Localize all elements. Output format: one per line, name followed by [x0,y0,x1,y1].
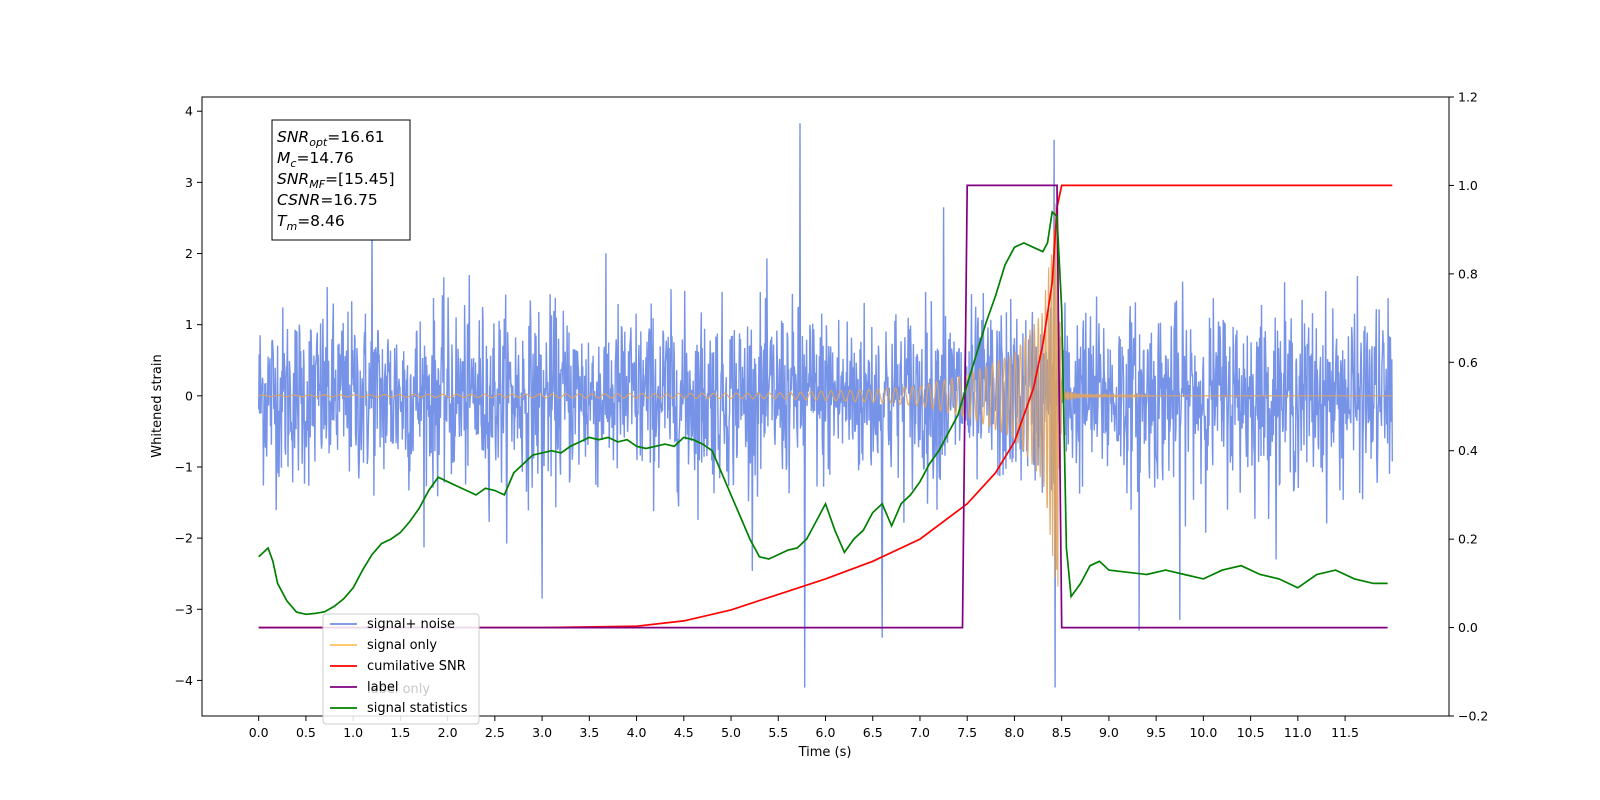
legend-label: signal only [367,638,437,653]
x-tick-label: 2.5 [485,725,505,740]
stats-annotation-frame [271,119,411,241]
x-tick-label: 4.0 [627,725,647,740]
y2-tick-label: 0.0 [1458,620,1478,635]
plot-series-layer [258,123,1393,688]
y2-tick-label: 1.0 [1458,178,1478,193]
x-tick-label: 1.5 [390,725,410,740]
stats-line: Tm=8.46 [277,212,345,233]
y-axis-label: Whitened strain [150,354,165,457]
y-tick-label: 4 [185,104,193,119]
stats-line: Mc=14.76 [277,149,354,170]
series-cumilative-snr [258,184,1393,629]
x-tick-label: 9.5 [1146,725,1166,740]
y2-tick-label: 0.8 [1458,266,1478,281]
legend: label only signal+ noise signal only cumil… [322,613,480,725]
series-label [258,184,1388,629]
x-tick-label: 11.5 [1331,725,1359,740]
x-tick-label: 8.0 [1004,725,1024,740]
x-tick-label: 3.0 [532,725,552,740]
legend-label: signal+ noise [367,617,455,632]
x-tick-label: 0.5 [296,725,316,740]
legend-label: label [367,680,398,695]
series-signal-statistics [258,210,1388,616]
stats-annotation: SNRopt=16.61Mc=14.76SNRMF=[15.45]CSNR=16… [271,119,411,241]
y-tick-label: 3 [185,175,193,190]
y2-tick-label: 0.2 [1458,532,1478,547]
legend-label: cumilative SNR [367,659,466,674]
x-tick-label: 9.0 [1099,725,1119,740]
x-tick-label: 10.0 [1189,725,1217,740]
legend-hidden-label: label only [367,682,430,697]
x-tick-label: 3.5 [579,725,599,740]
x-tick-label: 4.5 [674,725,694,740]
stats-line: SNRMF=[15.45] [277,170,395,191]
x-tick-label: 2.0 [438,725,458,740]
x-tick-label: 10.5 [1237,725,1265,740]
y-tick-label: 0 [185,388,193,403]
x-tick-label: 6.5 [863,725,883,740]
stats-line: CSNR=16.75 [277,191,378,209]
x-tick-label: 7.5 [957,725,977,740]
legend-label: signal statistics [367,701,468,716]
y-tick-label: −2 [175,531,193,546]
y-tick-label: 2 [185,246,193,261]
x-tick-label: 0.0 [249,725,269,740]
y2-tick-label: 0.6 [1458,355,1478,370]
y-tick-label: −1 [175,459,193,474]
x-tick-label: 7.0 [910,725,930,740]
x-tick-label: 1.0 [343,725,363,740]
y2-tick-label: 0.4 [1458,443,1478,458]
x-tick-label: 11.0 [1284,725,1312,740]
x-axis-label: Time (s) [798,745,852,760]
series-signal-noise [258,123,1393,688]
x-tick-label: 6.0 [816,725,836,740]
stats-line: SNRopt=16.61 [277,128,385,149]
plot-area-frame [201,96,1450,717]
x-tick-label: 5.0 [721,725,741,740]
y2-tick-label: 1.2 [1458,90,1478,105]
y-tick-label: −3 [175,602,193,617]
series-signal-only [258,184,1393,587]
x-tick-label: 5.5 [768,725,788,740]
axis-ticks-layer: 0.0 0.5 1.0 1.5 2.0 2.5 3.0 3.5 4.0 4.5 5.0 5.5 6.0 6… [175,90,1489,741]
y-tick-label: 1 [185,317,193,332]
legend-frame [322,613,480,725]
y-tick-label: −4 [175,673,193,688]
y2-tick-label: −0.2 [1458,709,1488,724]
x-tick-label: 8.5 [1052,725,1072,740]
